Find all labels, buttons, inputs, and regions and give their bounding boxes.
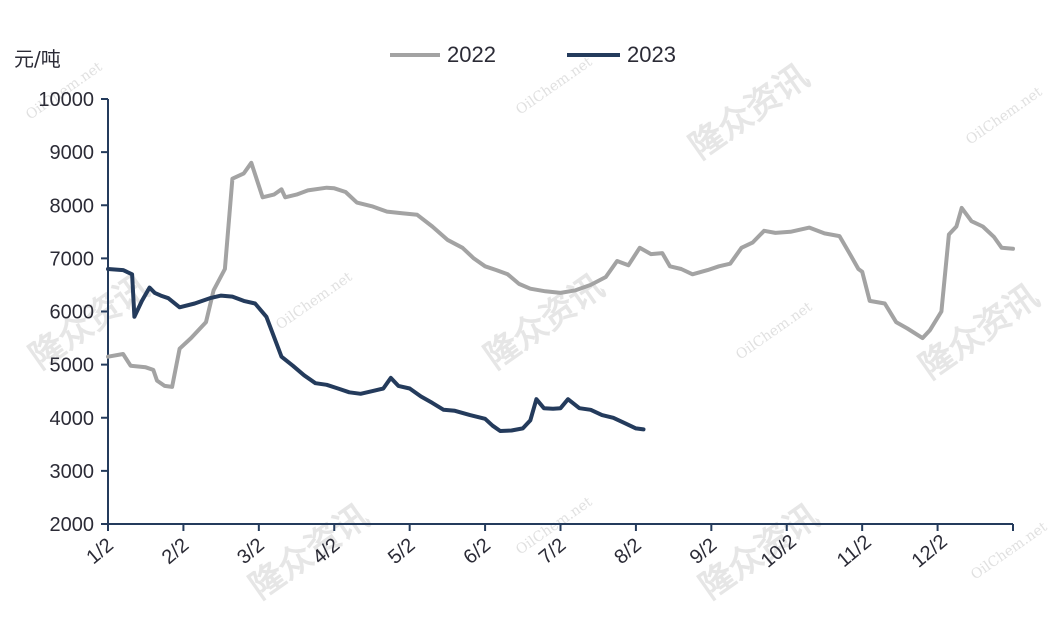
y-tick-label: 3000 [50, 461, 95, 483]
legend-label-2022: 2022 [447, 42, 496, 67]
watermark-text: OilChem.net [513, 54, 595, 118]
watermark-text: OilChem.net [968, 519, 1050, 583]
x-tick-label: 12/2 [908, 530, 952, 572]
x-tick-label: 1/2 [82, 534, 117, 569]
watermark: OilChem.net [963, 84, 1045, 148]
legend-item-2023: 2023 [567, 42, 676, 67]
watermark-text: OilChem.net [963, 84, 1045, 148]
legend: 2022 2023 [390, 42, 676, 67]
y-tick-label: 5000 [50, 355, 95, 377]
y-tick-label: 9000 [50, 142, 95, 164]
watermark-text: 隆众资讯 [682, 57, 816, 168]
series-layer [106, 160, 1015, 433]
y-tick-label: 10000 [38, 89, 94, 111]
watermark-text: OilChem.net [273, 269, 355, 333]
y-tick-label: 2000 [50, 514, 95, 536]
y-tick-label: 6000 [50, 302, 95, 324]
watermark: OilChem.net [513, 54, 595, 118]
y-tick-label: 8000 [50, 195, 95, 217]
x-tick-label: 11/2 [833, 531, 876, 572]
y-tick-label: 4000 [50, 408, 95, 430]
x-tick-label: 2/2 [158, 534, 193, 569]
x-tick-label: 8/2 [610, 534, 645, 569]
watermark: OilChem.net [273, 269, 355, 333]
watermark: OilChem.net [733, 299, 815, 363]
x-tick-label: 5/2 [384, 534, 419, 569]
watermark-text: 隆众资讯 [912, 277, 1046, 388]
legend-label-2023: 2023 [627, 42, 676, 67]
series-line-2022 [106, 160, 1015, 389]
watermark: 隆众资讯 [682, 57, 816, 168]
watermark: 隆众资讯 [912, 277, 1046, 388]
x-tick-label: 6/2 [460, 534, 495, 569]
y-tick-label: 7000 [50, 248, 95, 270]
series-line-2023 [106, 267, 646, 433]
watermark: OilChem.net [968, 519, 1050, 583]
legend-item-2022: 2022 [390, 42, 496, 67]
watermark-text: OilChem.net [733, 299, 815, 363]
y-axis-unit-label: 元/吨 [14, 47, 61, 71]
